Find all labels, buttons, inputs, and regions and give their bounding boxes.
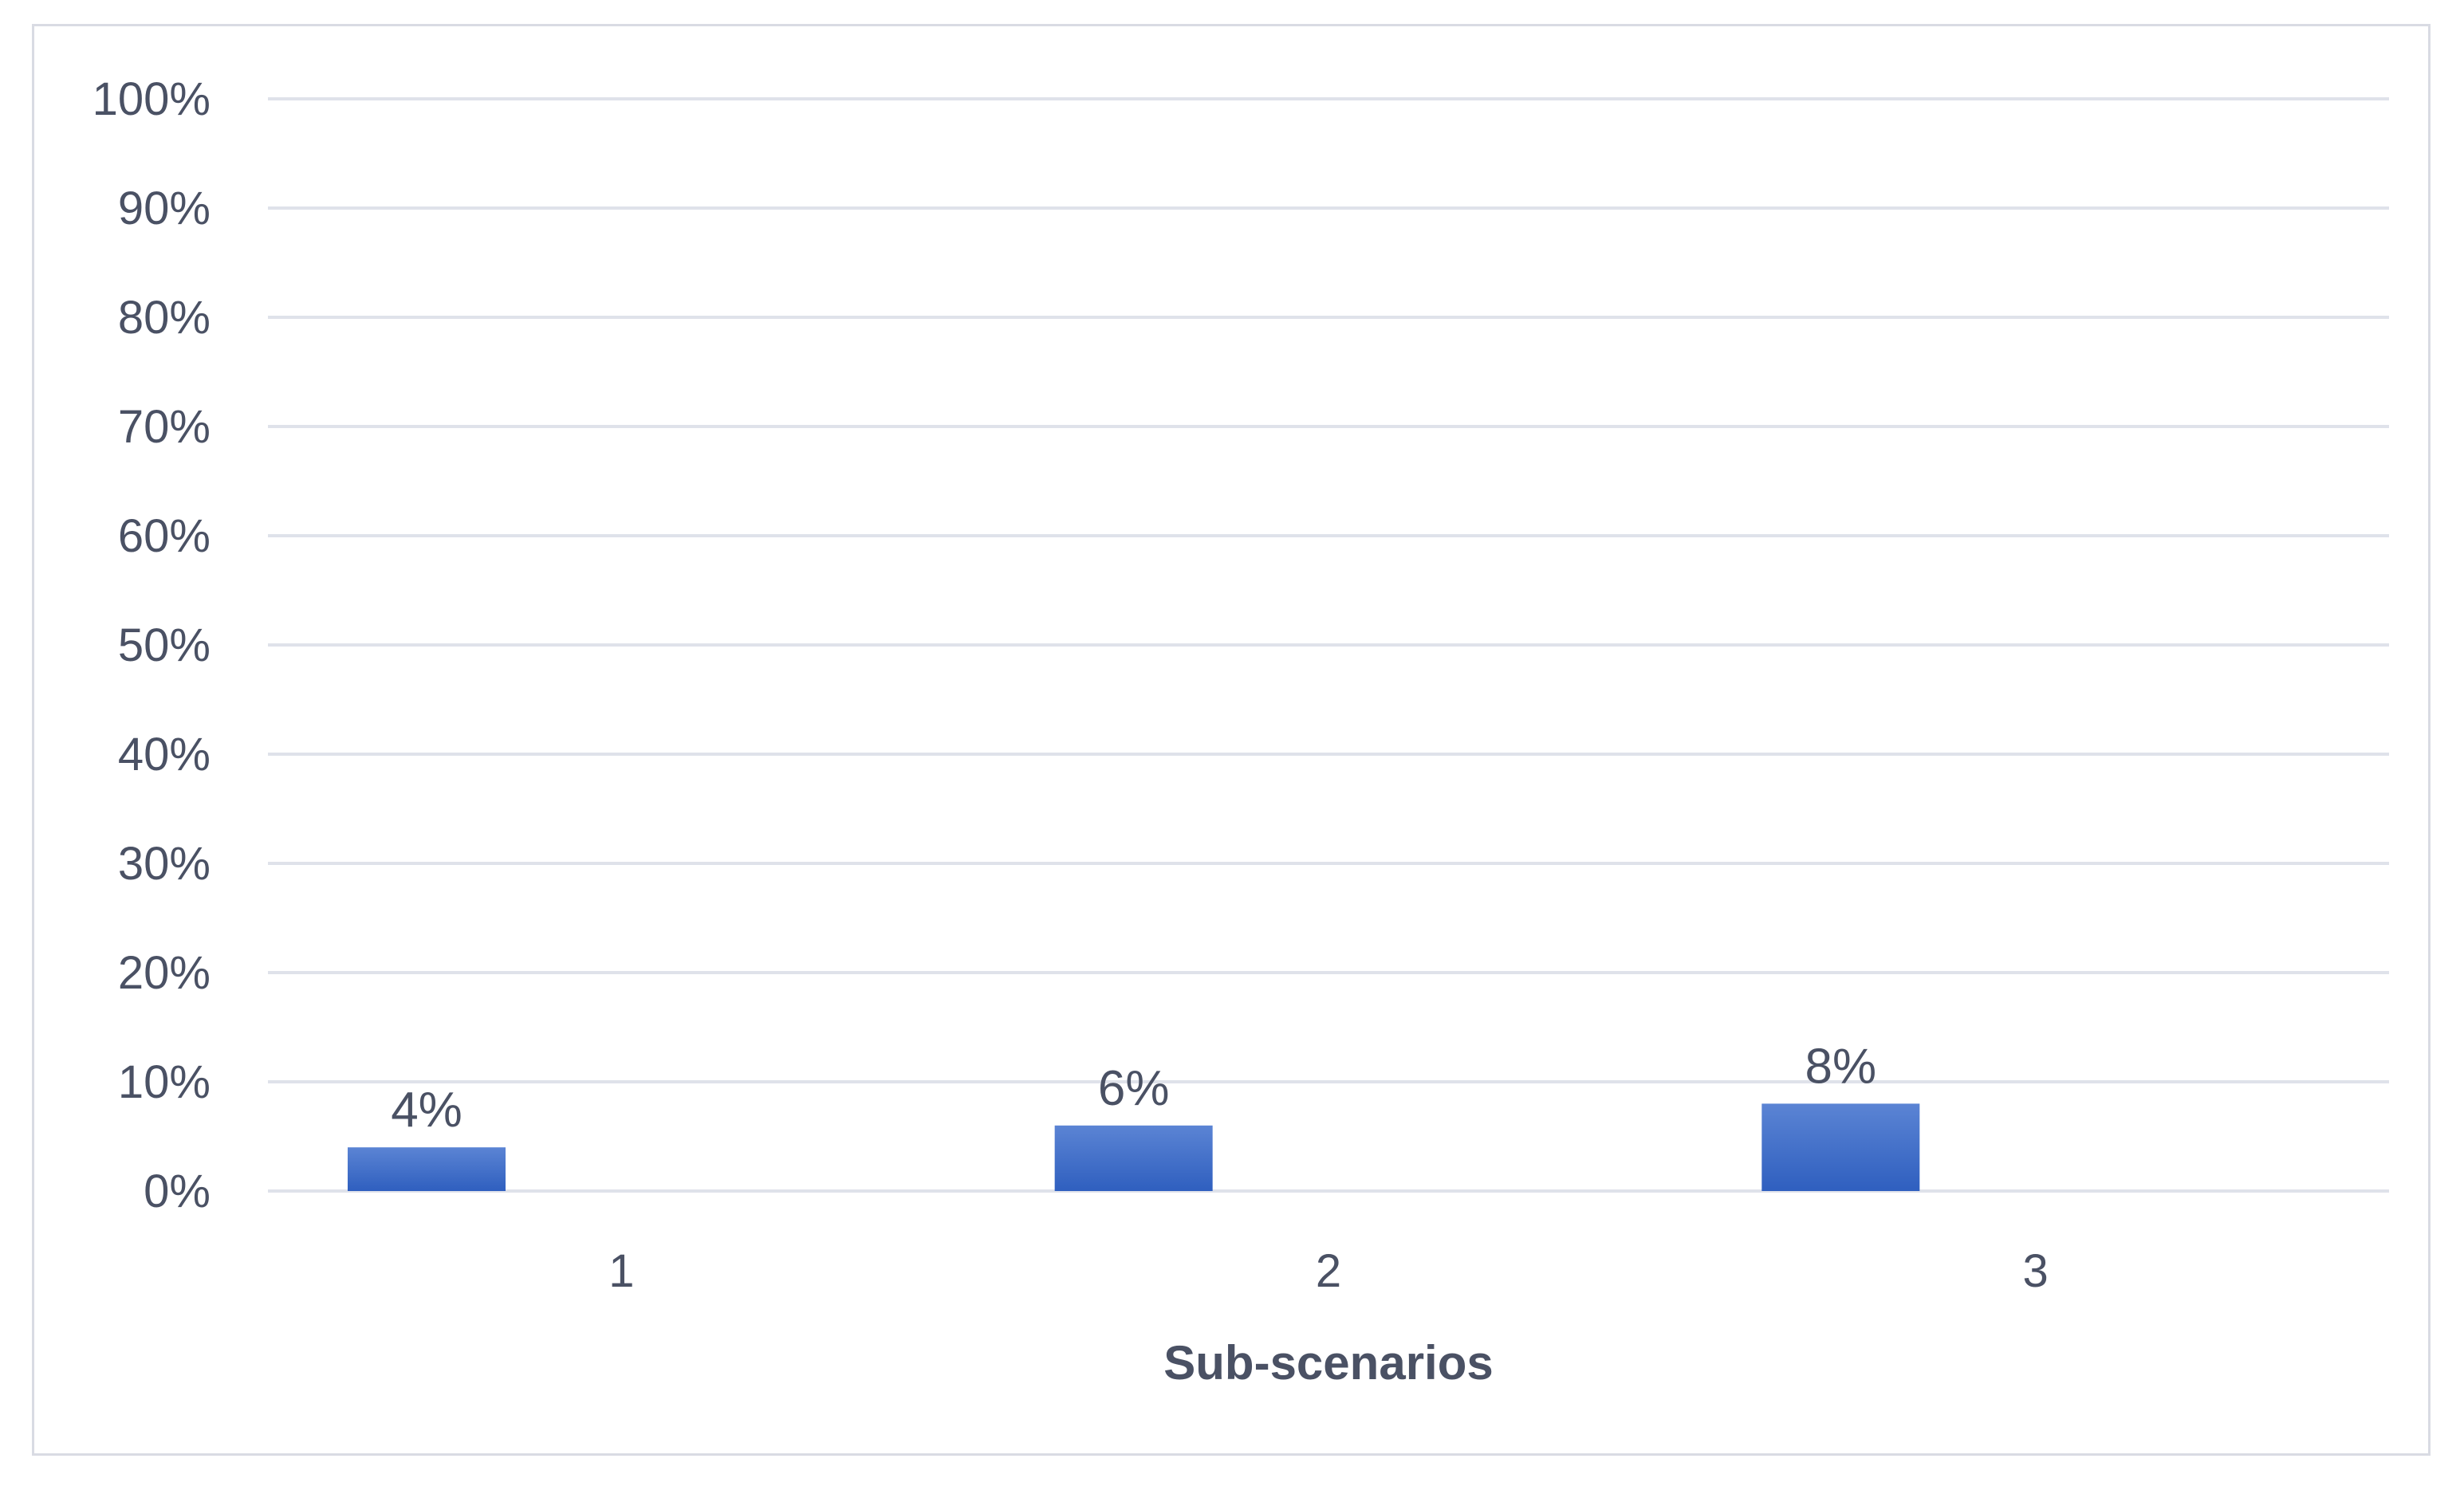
chart-frame	[32, 24, 2431, 1456]
data-label: 8%	[1805, 1039, 1877, 1094]
data-label: 4%	[391, 1083, 462, 1138]
bar	[348, 1147, 506, 1191]
x-tick-label: 1	[608, 1245, 634, 1297]
bar	[1761, 1103, 1920, 1191]
data-label: 6%	[1098, 1061, 1170, 1116]
y-tick-label: 100%	[92, 73, 211, 125]
y-axis-tick-labels: 0% 10% 20% 30% 40% 50% 60% 70% 80% 90% 100%	[92, 73, 211, 1217]
y-tick-label: 0%	[144, 1166, 211, 1217]
y-tick-label: 10%	[118, 1056, 211, 1108]
y-tick-label: 70%	[118, 401, 211, 453]
x-axis-tick-labels: 1 2 3	[608, 1245, 2049, 1297]
y-tick-label: 40%	[118, 729, 211, 780]
y-tick-label: 50%	[118, 619, 211, 671]
x-tick-label: 3	[2023, 1245, 2049, 1297]
y-tick-label: 60%	[118, 510, 211, 562]
y-tick-label: 80%	[118, 292, 211, 344]
data-labels: 4% 6% 8%	[391, 1039, 1876, 1138]
y-tick-label: 20%	[118, 947, 211, 999]
bar	[1054, 1125, 1213, 1191]
gridlines	[268, 97, 2389, 1193]
x-axis-title: Sub-scenarios	[1163, 1336, 1493, 1390]
y-tick-label: 90%	[118, 183, 211, 234]
bars	[348, 1103, 1920, 1191]
y-tick-label: 30%	[118, 838, 211, 890]
x-tick-label: 2	[1316, 1245, 1341, 1297]
